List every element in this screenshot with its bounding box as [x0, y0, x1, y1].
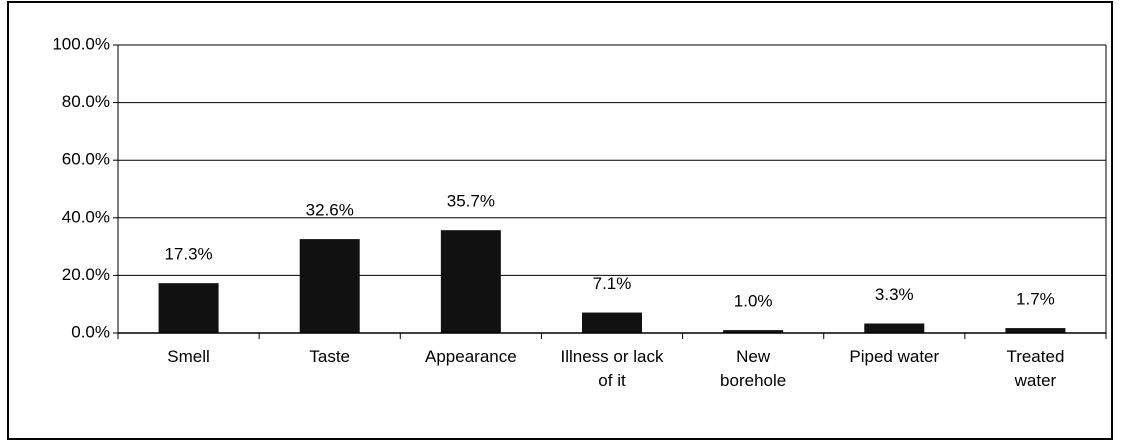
y-tick-label: 60.0% [62, 150, 110, 169]
value-label: 3.3% [875, 285, 914, 304]
x-tick-label: Smell [167, 347, 210, 366]
bar [1005, 328, 1066, 333]
bar [299, 239, 360, 333]
y-tick-label: 100.0% [52, 34, 110, 53]
value-label: 32.6% [306, 201, 354, 220]
bar [158, 283, 219, 333]
value-label: 17.3% [164, 245, 212, 264]
value-label: 1.0% [734, 292, 773, 311]
bar [440, 230, 501, 333]
bar [582, 312, 642, 333]
y-tick-label: 40.0% [62, 207, 110, 226]
value-label: 1.7% [1016, 290, 1055, 309]
value-label: 7.1% [593, 274, 632, 293]
chart-border [7, 1, 1113, 440]
x-tick-label: Piped water [849, 347, 940, 366]
x-tick-label: Appearance [425, 347, 517, 366]
value-label: 35.7% [447, 192, 495, 211]
x-tick-label: Illness or lack of it [560, 347, 664, 390]
bar [864, 323, 925, 333]
x-tick-label: Treated water [1006, 347, 1065, 390]
bar [723, 330, 784, 333]
x-tick-label: New borehole [720, 347, 787, 390]
y-tick-label: 0.0% [71, 322, 110, 341]
x-tick-label: Taste [309, 347, 351, 366]
y-tick-label: 80.0% [62, 92, 110, 111]
y-tick-label: 20.0% [62, 265, 110, 284]
